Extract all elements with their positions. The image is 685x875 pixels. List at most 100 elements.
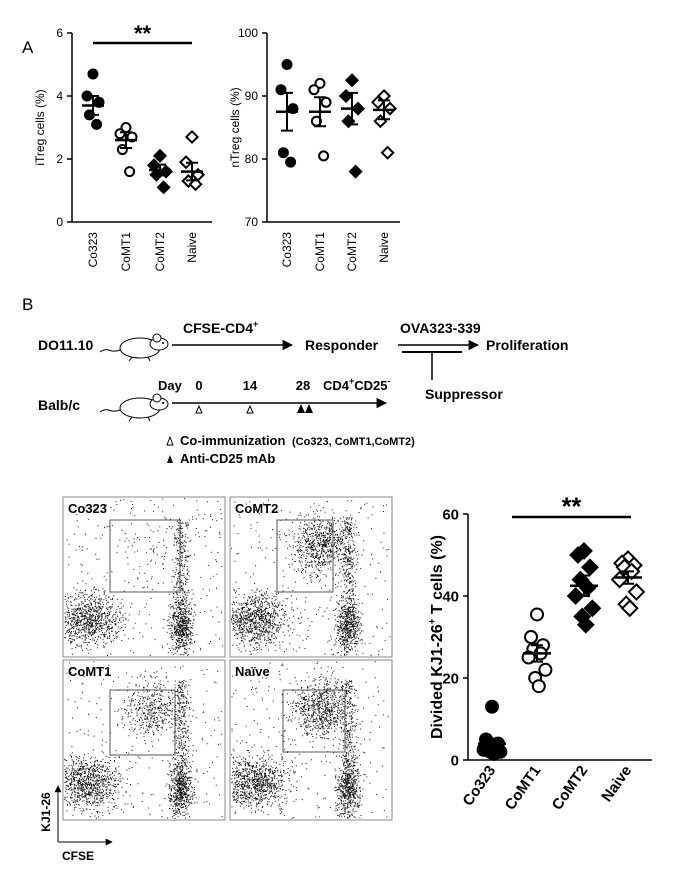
x-tick-label: CoMT1 bbox=[119, 232, 133, 272]
y-tick-label: 20 bbox=[442, 670, 459, 687]
data-point bbox=[382, 101, 398, 116]
text: CD25 bbox=[354, 378, 387, 393]
data-point bbox=[627, 582, 646, 601]
sem-bar bbox=[622, 570, 634, 585]
legend-label: Anti-CD25 mAb bbox=[180, 451, 275, 466]
y-axis-label: iTreg cells (%) bbox=[33, 89, 47, 165]
x-tick-label: CoMT2 bbox=[153, 232, 167, 272]
data-point bbox=[583, 599, 602, 618]
y-tick-label: 100 bbox=[238, 26, 258, 40]
step-label: Proliferation bbox=[486, 337, 568, 353]
data-point bbox=[344, 73, 360, 88]
cell-events bbox=[231, 661, 389, 819]
data-point bbox=[124, 166, 136, 178]
step-label: Responder bbox=[305, 337, 379, 353]
data-point bbox=[566, 587, 585, 605]
sem-bar bbox=[281, 91, 293, 132]
sem-bar bbox=[87, 95, 99, 116]
text: T cells (%) bbox=[429, 535, 446, 619]
cell-events bbox=[64, 661, 223, 819]
sem-bar bbox=[120, 131, 132, 149]
sem-bar bbox=[314, 96, 326, 128]
data-point bbox=[348, 164, 363, 179]
sem-bar bbox=[578, 574, 590, 597]
data-point bbox=[486, 746, 501, 761]
strain-label: Balb/c bbox=[38, 397, 80, 413]
data-point bbox=[320, 96, 332, 108]
y-tick-label: 0 bbox=[451, 752, 459, 769]
text: + bbox=[427, 618, 438, 624]
step-label: CD4+CD25- bbox=[323, 376, 391, 393]
text: + bbox=[253, 319, 258, 329]
panel-label: B bbox=[22, 295, 33, 314]
data-point bbox=[91, 118, 103, 130]
mouse-icon bbox=[99, 393, 169, 422]
text: + bbox=[349, 376, 354, 386]
mouse-icon bbox=[99, 333, 169, 362]
x-tick-label: Naive bbox=[598, 763, 635, 806]
y-tick-label: 40 bbox=[442, 588, 459, 605]
flow-panel bbox=[229, 659, 393, 821]
sem-bar bbox=[531, 644, 543, 663]
data-point bbox=[114, 128, 126, 140]
legend-label: Co-immunization bbox=[180, 433, 285, 448]
x-tick-label: Co323 bbox=[460, 763, 500, 810]
gate bbox=[282, 689, 346, 753]
sem-bar bbox=[154, 163, 166, 177]
data-point bbox=[285, 156, 297, 168]
text: CFSE-CD4 bbox=[183, 320, 253, 336]
y-tick-label: 2 bbox=[56, 152, 63, 166]
data-point bbox=[314, 77, 326, 89]
x-tick-label: Co323 bbox=[86, 232, 100, 268]
y-tick-label: 6 bbox=[56, 26, 63, 40]
x-tick-label: CoMT1 bbox=[313, 232, 327, 272]
panel-label: A bbox=[22, 38, 34, 57]
immunization-marker bbox=[195, 404, 254, 414]
sem-bar bbox=[346, 91, 358, 126]
data-point bbox=[620, 599, 639, 618]
data-point bbox=[531, 679, 546, 694]
y-tick-label: 70 bbox=[245, 215, 259, 229]
legend-marker bbox=[166, 435, 174, 446]
step-label: CFSE-CD4+ bbox=[183, 319, 258, 336]
data-point bbox=[281, 59, 293, 70]
panel-label: Co323 bbox=[68, 501, 107, 516]
y-axis-label: nTreg cells (%) bbox=[228, 87, 242, 167]
gate bbox=[276, 519, 334, 593]
data-point bbox=[87, 68, 99, 80]
data-point bbox=[576, 615, 595, 634]
y-axis-label: Divided KJ1-26+ T cells (%) bbox=[427, 535, 446, 739]
day-label: 28 bbox=[296, 378, 310, 393]
legend-marker bbox=[167, 455, 173, 463]
day-label: Day bbox=[158, 378, 183, 393]
x-tick-label: Naive bbox=[377, 232, 391, 263]
axis-label: CFSE bbox=[62, 849, 94, 863]
gate bbox=[109, 689, 176, 756]
day-label: 0 bbox=[195, 378, 202, 393]
significance-label: ** bbox=[134, 21, 152, 46]
x-tick-label: CoMT1 bbox=[502, 763, 545, 814]
data-point bbox=[152, 148, 168, 163]
antibody-marker bbox=[297, 404, 313, 413]
text: - bbox=[388, 376, 391, 386]
sem-bar bbox=[486, 737, 498, 750]
data-point bbox=[485, 699, 499, 714]
panel-label: Naïve bbox=[235, 664, 270, 679]
significance-label: ** bbox=[562, 493, 582, 521]
x-tick-label: CoMT2 bbox=[549, 763, 592, 814]
data-point bbox=[318, 150, 330, 162]
data-point bbox=[277, 147, 289, 159]
flow-plots: KJ1-26 CFSE Co323 CoMT2 CoMT1 Naïve bbox=[39, 496, 393, 863]
data-point bbox=[530, 607, 544, 622]
text: Divided KJ1-26 bbox=[429, 624, 446, 739]
x-tick-label: Naive bbox=[185, 232, 199, 263]
data-point bbox=[569, 546, 587, 564]
legend-label: (Co323, CoMT1,CoMT2) bbox=[292, 436, 415, 448]
panel-label: CoMT2 bbox=[235, 501, 278, 516]
schematic: DO11.10 Balb/c CFSE-CD4+ Responder OVA32… bbox=[38, 319, 568, 466]
day-label: 14 bbox=[243, 378, 258, 393]
y-tick-label: 90 bbox=[245, 89, 259, 103]
axis-label: KJ1-26 bbox=[39, 792, 53, 832]
panel-label: CoMT1 bbox=[68, 664, 111, 679]
